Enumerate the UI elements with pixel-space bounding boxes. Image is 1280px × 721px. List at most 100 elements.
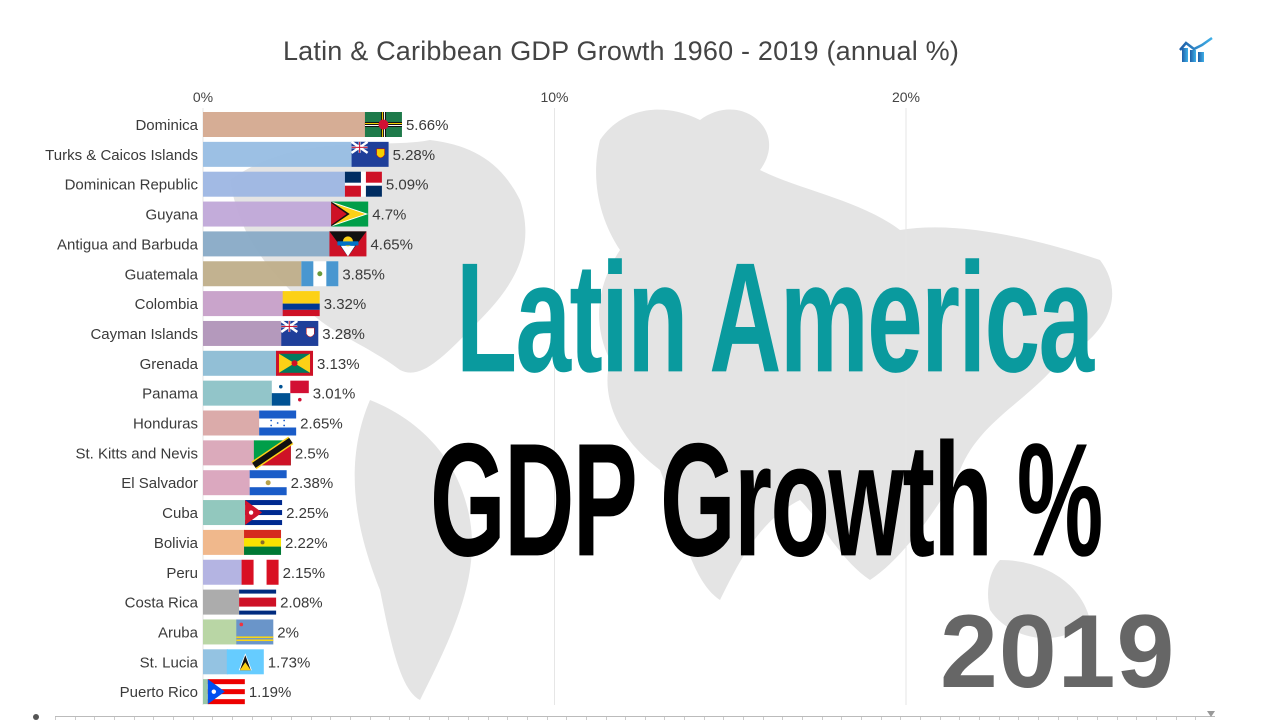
timeline-tick: [251, 717, 253, 720]
el-salvador-flag-icon: [249, 470, 287, 496]
timeline-tick: [762, 717, 764, 720]
timeline-tick: [507, 717, 509, 720]
value-label: 3.85%: [342, 266, 385, 283]
bar-row: St. Lucia 1.73%: [140, 649, 311, 675]
category-label: Colombia: [135, 296, 199, 313]
value-label: 4.65%: [370, 236, 413, 253]
peru-flag-icon: [241, 559, 279, 585]
timeline-tick: [172, 717, 174, 720]
timeline-tick: [133, 717, 135, 720]
value-label: 2.22%: [285, 535, 328, 552]
triangle-down-icon[interactable]: [1207, 711, 1215, 717]
timeline-tick: [408, 717, 410, 720]
bar-row: St. Kitts and Nevis 2.5%: [75, 436, 329, 470]
timeline-tick: [113, 717, 115, 720]
timeline-tick: [330, 717, 332, 720]
category-label: Aruba: [158, 624, 199, 641]
bar: [203, 619, 238, 645]
value-label: 1.73%: [268, 654, 311, 671]
timeline-tick: [625, 717, 627, 720]
timeline-tick: [703, 717, 705, 720]
timeline-tick: [743, 717, 745, 720]
cayman-islands-flag-icon: [280, 319, 319, 346]
timeline-tick: [1057, 717, 1059, 720]
timeline-tick: [959, 717, 961, 720]
timeline-tick: [467, 717, 469, 720]
category-label: Peru: [166, 565, 198, 582]
value-label: 3.13%: [317, 356, 360, 373]
bar-row: Cuba 2.25%: [162, 500, 329, 526]
aruba-flag-icon: [236, 619, 274, 645]
bar: [203, 440, 255, 466]
timeline-tick: [94, 717, 96, 720]
timeline-tick: [566, 717, 568, 720]
x-tick-label: 10%: [540, 89, 568, 105]
overlay-title-metric: GDP Growth %: [430, 410, 1103, 591]
bar: [203, 589, 241, 615]
timeline-tick: [212, 717, 214, 720]
timeline-tick: [1077, 717, 1079, 720]
category-label: El Salvador: [121, 475, 198, 492]
bar-row: Turks & Caicos Islands 5.28%: [45, 140, 435, 167]
bar-row: El Salvador 2.38%: [121, 470, 333, 496]
bar-row: Costa Rica 2.08%: [125, 589, 323, 615]
timeline-tick: [821, 717, 823, 720]
dominica-flag-icon: [364, 112, 402, 137]
timeline-tick: [1116, 717, 1118, 720]
timeline-tick: [231, 717, 233, 720]
timeline-play-icon[interactable]: [33, 714, 39, 720]
overlay-title-region: Latin America: [456, 230, 1094, 405]
timeline-tick: [585, 717, 587, 720]
timeline-tick: [861, 717, 863, 720]
bar: [203, 171, 346, 197]
timeline-tick: [1097, 717, 1099, 720]
category-label: Grenada: [140, 356, 199, 373]
timeline-tick: [1136, 717, 1138, 720]
bar: [203, 141, 353, 167]
bar-row: Bolivia 2.22%: [154, 529, 328, 555]
value-label: 5.66%: [406, 117, 449, 134]
value-label: 2.65%: [300, 416, 343, 433]
bar-row: Dominican Republic 5.09%: [65, 171, 429, 197]
value-label: 5.09%: [386, 177, 429, 194]
timeline-tick: [802, 717, 804, 720]
timeline-tick: [782, 717, 784, 720]
guatemala-flag-icon: [301, 261, 339, 287]
timeline-tick: [998, 717, 1000, 720]
timeline-tick: [428, 717, 430, 720]
bar-row: Grenada 3.13%: [140, 350, 360, 376]
bar-row: Peru 2.15%: [166, 559, 325, 585]
timeline-tick: [290, 717, 292, 720]
timeline-tick: [605, 717, 607, 720]
timeline-tick: [900, 717, 902, 720]
timeline-tick: [369, 717, 371, 720]
bar: [203, 649, 228, 675]
category-label: Cayman Islands: [90, 326, 198, 343]
category-label: Dominican Republic: [65, 177, 199, 194]
timeline-scrubber[interactable]: [55, 716, 1215, 721]
bar: [203, 500, 247, 526]
category-label: St. Lucia: [140, 654, 199, 671]
bar: [203, 201, 333, 227]
category-label: Turks & Caicos Islands: [45, 147, 198, 164]
timeline-tick: [1195, 717, 1197, 720]
timeline-tick: [448, 717, 450, 720]
timeline-tick: [920, 717, 922, 720]
chart-title: Latin & Caribbean GDP Growth 1960 - 2019…: [282, 36, 960, 66]
value-label: 3.28%: [322, 326, 365, 343]
timeline-tick: [546, 717, 548, 720]
timeline-tick: [74, 717, 76, 720]
puerto-rico-flag-icon: [207, 679, 245, 705]
timeline-tick: [1038, 717, 1040, 720]
timeline-tick: [880, 717, 882, 720]
bar-row: Honduras 2.65%: [133, 410, 343, 436]
timeline-tick: [939, 717, 941, 720]
bar-row: Colombia 3.32%: [135, 291, 366, 317]
timeline-tick: [310, 717, 312, 720]
category-label: Costa Rica: [125, 595, 199, 612]
timeline-tick: [349, 717, 351, 720]
bar-row: Panama 3.01%: [142, 380, 355, 406]
timeline-tick: [271, 717, 273, 720]
